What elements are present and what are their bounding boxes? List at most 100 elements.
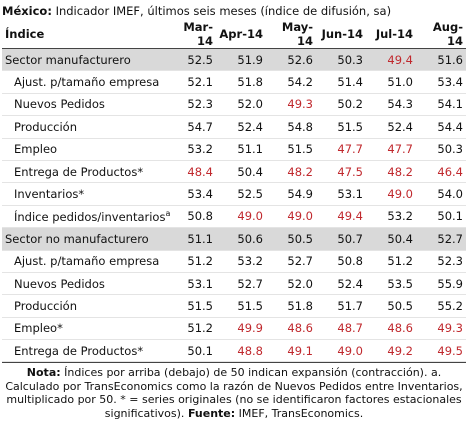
value-cell: 50.1	[166, 339, 216, 363]
row-label: Inventarios*	[2, 182, 166, 206]
value-cell: 49.0	[266, 205, 316, 229]
row-label-text: Ajust. p/tamaño empresa	[14, 254, 160, 269]
value-cell: 51.4	[316, 70, 366, 94]
row: Nuevos Pedidos 52.3 52.0 49.3 50.2 54.3 54.1	[2, 93, 466, 117]
value-cell: 52.0	[266, 272, 316, 296]
value-cell: 49.0	[316, 339, 366, 363]
value-cell: 48.4	[166, 160, 216, 184]
value-cell: 48.6	[266, 317, 316, 341]
value-cell: 49.5	[416, 339, 466, 363]
row-label-text: Empleo*	[14, 321, 63, 336]
row: Empleo* 51.2 49.9 48.6 48.7 48.6 49.3	[2, 317, 466, 341]
value-cell: 46.4	[416, 160, 466, 184]
value-cell: 47.7	[316, 138, 366, 161]
value-cell: 54.4	[416, 115, 466, 139]
note-label: Nota:	[26, 366, 61, 380]
value-cell: 50.2	[316, 93, 366, 117]
row-label: Empleo	[2, 138, 166, 161]
value-cell: 52.7	[216, 272, 266, 296]
note-mark: a	[165, 209, 171, 219]
value-cell: 54.2	[266, 70, 316, 94]
value-cell: 51.7	[316, 294, 366, 318]
row-label: Sector manufacturero	[2, 48, 166, 72]
value-cell: 53.2	[366, 205, 416, 229]
value-cell: 52.5	[216, 182, 266, 206]
value-cell: 49.3	[266, 93, 316, 117]
value-cell: 49.1	[266, 339, 316, 363]
value-cell: 52.6	[266, 48, 316, 72]
row-label: Producción	[2, 294, 166, 318]
row-label-text: Empleo	[14, 142, 58, 157]
row-label-text: Nuevos Pedidos	[14, 97, 105, 112]
value-cell: 47.5	[316, 160, 366, 184]
row-label-text: Entrega de Productos*	[14, 343, 144, 358]
column-header: Jul-14	[366, 20, 416, 49]
value-cell: 49.0	[216, 205, 266, 229]
row-label-text: Sector manufacturero	[5, 52, 131, 67]
value-cell: 52.7	[266, 250, 316, 273]
header-row: Índice Mar-14 Apr-14 May-14 Jun-14 Jul-14 Aug-…	[2, 20, 466, 49]
row-label-text: Inventarios*	[14, 187, 85, 202]
value-cell: 54.0	[416, 182, 466, 206]
value-cell: 47.7	[366, 138, 416, 161]
value-cell: 53.2	[166, 138, 216, 161]
column-header: Índice	[2, 20, 166, 49]
value-cell: 51.1	[216, 138, 266, 161]
row-label: Nuevos Pedidos	[2, 93, 166, 117]
value-cell: 51.5	[216, 294, 266, 318]
row-label: Entrega de Productos*	[2, 339, 166, 363]
value-cell: 48.2	[366, 160, 416, 184]
row-label-text: Nuevos Pedidos	[14, 276, 105, 291]
value-cell: 49.0	[366, 182, 416, 206]
row-label: Ajust. p/tamaño empresa	[2, 70, 166, 94]
row: Entrega de Productos* 48.4 50.4 48.2 47.5 48.…	[2, 160, 466, 184]
row-label: Índice pedidos/inventariosa	[2, 205, 170, 229]
row-label-text: Producción	[14, 298, 77, 313]
value-cell: 52.3	[166, 93, 216, 117]
column-header: Mar-14	[166, 20, 216, 49]
value-cell: 54.8	[266, 115, 316, 139]
table-body: Sector manufacturero 52.5 51.9 52.6 50.3 49.4…	[2, 48, 466, 363]
row-label: Entrega de Productos*	[2, 160, 166, 184]
column-header: Aug-14	[416, 20, 466, 49]
source-label: Fuente:	[187, 406, 236, 420]
value-cell: 51.2	[366, 250, 416, 273]
value-cell: 50.6	[216, 227, 266, 251]
value-cell: 50.5	[266, 227, 316, 251]
value-cell: 48.8	[216, 339, 266, 363]
value-cell: 51.2	[166, 250, 216, 273]
value-cell: 52.5	[166, 48, 216, 72]
data-table: Índice Mar-14 Apr-14 May-14 Jun-14 Jul-14 Aug-…	[2, 20, 466, 363]
value-cell: 51.8	[266, 294, 316, 318]
value-cell: 50.3	[316, 48, 366, 72]
value-cell: 49.4	[316, 205, 366, 229]
value-cell: 52.4	[366, 115, 416, 139]
value-cell: 53.5	[366, 272, 416, 296]
row-label: Empleo*	[2, 317, 166, 341]
value-cell: 48.2	[266, 160, 316, 184]
value-cell: 49.3	[416, 317, 466, 341]
row-label: Producción	[2, 115, 166, 139]
value-cell: 50.8	[316, 250, 366, 273]
row-label: Nuevos Pedidos	[2, 272, 166, 296]
value-cell: 50.8	[166, 205, 216, 229]
value-cell: 51.5	[316, 115, 366, 139]
value-cell: 50.4	[366, 227, 416, 251]
column-header: Apr-14	[216, 20, 266, 49]
source-text: IMEF, TransEconomics.	[238, 406, 364, 420]
value-cell: 49.9	[216, 317, 266, 341]
title: México: Indicador IMEF, últimos seis mes…	[2, 2, 466, 20]
note: Nota: Índices por arriba (debajo) de 50 …	[2, 362, 466, 420]
value-cell: 52.4	[216, 115, 266, 139]
row: Índice pedidos/inventariosa 50.8 49.0 49.0 4…	[2, 205, 466, 229]
value-cell: 54.3	[366, 93, 416, 117]
title-bold: México:	[2, 4, 52, 18]
value-cell: 51.5	[266, 138, 316, 161]
value-cell: 52.4	[316, 272, 366, 296]
value-cell: 51.8	[216, 70, 266, 94]
value-cell: 53.1	[316, 182, 366, 206]
value-cell: 53.4	[416, 70, 466, 94]
value-cell: 49.2	[366, 339, 416, 363]
